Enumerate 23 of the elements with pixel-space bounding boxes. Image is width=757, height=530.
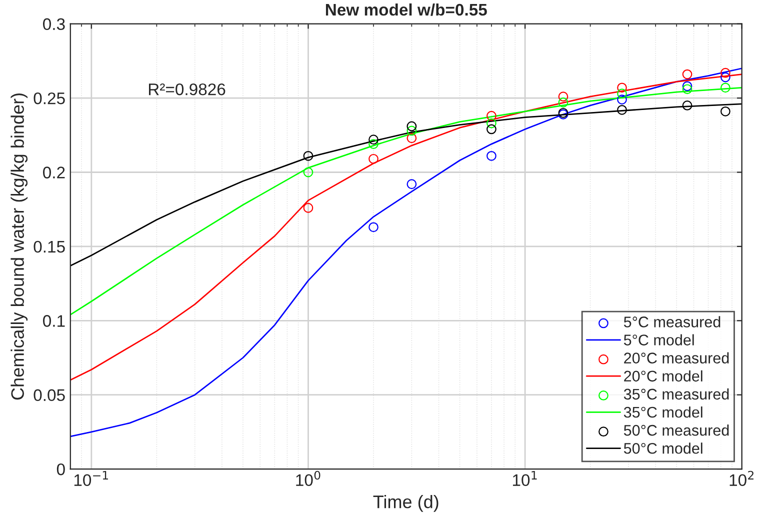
x-tick-label: 10$^{−1}$ [74,470,108,486]
legend-label: 20°C measured [624,352,729,364]
legend-label: 35°C measured [624,388,729,400]
chart-title: New model w/b=0.55 [326,3,487,16]
y-tick-label: 0 [56,463,65,476]
annotation: R²=0.9826 [148,83,226,96]
x-tick-label: 10$^{0}$ [296,470,320,486]
legend-label: 35°C model [624,406,702,418]
x-axis-title: Time (d) [373,495,438,512]
x-tick-label: 10$^{1}$ [512,470,537,486]
x-tick-label: 10$^{2}$ [730,470,754,486]
y-tick-label: 0.3 [43,18,65,30]
legend-label: 5°C model [624,334,694,346]
y-tick-label: 0.1 [43,315,65,327]
y-tick-label: 0.05 [34,389,65,402]
legend-label: 50°C model [624,442,702,454]
legend-label: 5°C measured [624,316,720,328]
legend-label: 50°C measured [624,424,729,436]
y-tick-label: 0.15 [34,240,65,253]
y-tick-label: 0.2 [43,166,65,178]
y-tick-label: 0.25 [34,92,65,104]
y-axis-title: Chemically bound water (kg/kg binder) [10,94,28,400]
legend-label: 20°C model [624,370,702,382]
